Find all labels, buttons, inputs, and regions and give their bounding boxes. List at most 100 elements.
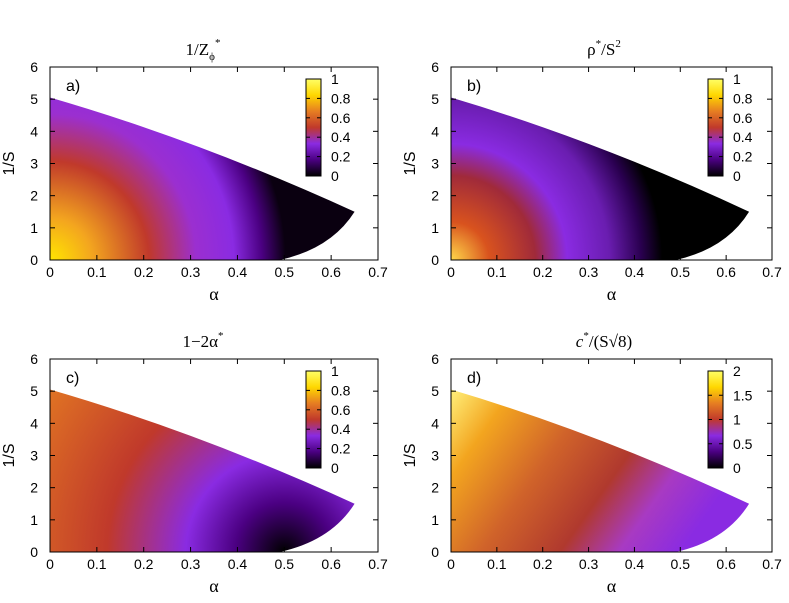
panel-a-y-tick-label: 5 <box>30 91 38 107</box>
panel-d-colorbar-tick-label: 1 <box>733 412 741 428</box>
panel-a-colorbar-tick-label: 0 <box>331 168 339 184</box>
panel-c-colorbar-tick-label: 0.8 <box>331 382 351 398</box>
panel-b-y-tick-label: 3 <box>431 156 439 172</box>
panel-c-x-tick-label: 0.1 <box>87 556 107 572</box>
panel-b-y-tick-label: 0 <box>431 252 439 268</box>
panel-d-y-tick-label: 5 <box>431 383 439 399</box>
panel-c-y-tick-label: 1 <box>30 512 38 528</box>
panel-d-x-tick-label: 0.3 <box>579 556 599 572</box>
panel-a-colorbar-tick-label: 0.2 <box>331 149 351 165</box>
panel-b-x-tick-label: 0.5 <box>671 264 691 280</box>
panel-c-x-tick-label: 0 <box>46 556 54 572</box>
panel-c-y-tick-label: 3 <box>30 448 38 464</box>
panel-a-y-tick-label: 4 <box>30 123 38 139</box>
panel-b-colorbar-tick-label: 1 <box>733 71 741 87</box>
panel-d-x-axis-label: α <box>607 576 617 596</box>
panel-c-heatmap-region <box>50 389 355 552</box>
panel-d-x-tick-label: 0.1 <box>487 556 507 572</box>
panel-a-y-tick-label: 3 <box>30 156 38 172</box>
panel-b-x-tick-label: 0.6 <box>716 264 736 280</box>
panel-a-y-tick-label: 1 <box>30 220 38 236</box>
panel-b-colorbar-tick-label: 0 <box>733 168 741 184</box>
panel-d-heatmap-region <box>451 389 750 552</box>
panel-a-colorbar-tick-label: 0.4 <box>331 129 351 145</box>
panel-a-colorbar-tick-label: 0.6 <box>331 110 351 126</box>
panel-b-colorbar-tick-label: 0.8 <box>733 90 753 106</box>
panel-c-y-tick-label: 6 <box>30 351 38 367</box>
panel-a-title: 1/Zϕ* <box>186 37 221 63</box>
panel-c-y-tick-label: 2 <box>30 480 38 496</box>
panel-a-y-axis-label: 1/S <box>1 151 18 175</box>
panel-d-x-tick-label: 0.2 <box>533 556 553 572</box>
panel-c-x-tick-label: 0.7 <box>368 556 388 572</box>
panel-a-y-tick-label: 2 <box>30 188 38 204</box>
panel-b-colorbar-tick-label: 0.4 <box>733 129 753 145</box>
panel-d-y-tick-label: 6 <box>431 351 439 367</box>
panel-d-colorbar-tick-label: 1.5 <box>733 387 753 403</box>
panel-a-x-tick-label: 0.3 <box>181 264 201 280</box>
panel-d-y-tick-label: 3 <box>431 448 439 464</box>
panel-a-colorbar-tick-label: 0.8 <box>331 90 351 106</box>
panel-b-colorbar-tick-label: 0.6 <box>733 110 753 126</box>
panel-c: 1−2α* <box>183 330 224 351</box>
panel-c-x-axis-label: α <box>209 576 219 596</box>
panel-d-y-axis-label: 1/S <box>402 443 419 467</box>
panel-d-x-tick-label: 0.5 <box>671 556 691 572</box>
panel-d-x-tick-label: 0.6 <box>716 556 736 572</box>
panel-b-y-tick-label: 5 <box>431 91 439 107</box>
panel-a-colorbar-tick-label: 1 <box>331 71 339 87</box>
panel-c-label: c) <box>66 370 79 387</box>
panel-d-y-tick-label: 0 <box>431 544 439 560</box>
panel-b-x-tick-label: 0.7 <box>762 264 782 280</box>
panel-a-x-tick-label: 0.4 <box>228 264 248 280</box>
panel-d-colorbar-tick-label: 2 <box>733 363 741 379</box>
panel-d-x-tick-label: 0.4 <box>625 556 645 572</box>
panel-c-colorbar-tick-label: 0 <box>331 460 339 476</box>
panel-a-x-tick-label: 0.5 <box>275 264 295 280</box>
panel-b-x-tick-label: 0 <box>447 264 455 280</box>
panel-c-x-tick-label: 0.4 <box>228 556 248 572</box>
panel-c-x-tick-label: 0.3 <box>181 556 201 572</box>
panel-b-x-axis-label: α <box>607 284 617 304</box>
panel-a-x-tick-label: 0.2 <box>134 264 154 280</box>
panel-a-x-axis-label: α <box>209 284 219 304</box>
panel-d-y-tick-label: 1 <box>431 512 439 528</box>
panel-b-x-tick-label: 0.2 <box>533 264 553 280</box>
panel-a-label: a) <box>66 78 80 95</box>
panel-a-y-tick-label: 6 <box>30 59 38 75</box>
panel-c-y-tick-label: 0 <box>30 544 38 560</box>
panel-b-y-tick-label: 6 <box>431 59 439 75</box>
panel-a-x-tick-label: 0.6 <box>321 264 341 280</box>
panel-b-y-tick-label: 2 <box>431 188 439 204</box>
panel-d-colorbar-tick-label: 0.5 <box>733 436 753 452</box>
panel-a: 1/Zϕ* <box>186 37 221 63</box>
panel-b-title: ρ*/S2 <box>587 38 621 59</box>
panel-b-heatmap-region <box>451 97 750 260</box>
panel-c-x-tick-label: 0.6 <box>321 556 341 572</box>
panel-a-colorbar <box>305 78 322 177</box>
panel-c-y-axis-label: 1/S <box>1 443 18 467</box>
panel-c-colorbar-tick-label: 1 <box>331 363 339 379</box>
panel-b-x-tick-label: 0.4 <box>625 264 645 280</box>
panel-d-x-tick-label: 0.7 <box>762 556 782 572</box>
panel-d-y-tick-label: 2 <box>431 480 439 496</box>
panel-b-colorbar-tick-label: 0.2 <box>733 149 753 165</box>
panel-c-colorbar-tick-label: 0.4 <box>331 421 351 437</box>
panel-a-x-tick-label: 0 <box>46 264 54 280</box>
panel-c-x-tick-label: 0.2 <box>134 556 154 572</box>
panel-d-title: c*/(S√8) <box>576 330 632 351</box>
panel-a-heatmap-region <box>50 97 355 260</box>
panel-b: ρ*/S2 <box>587 38 621 59</box>
panel-a-x-tick-label: 0.1 <box>87 264 107 280</box>
panel-b-x-tick-label: 0.1 <box>487 264 507 280</box>
panel-c-x-tick-label: 0.5 <box>275 556 295 572</box>
panel-b-y-tick-label: 1 <box>431 220 439 236</box>
panel-c-colorbar-tick-label: 0.6 <box>331 402 351 418</box>
panel-a-y-tick-label: 0 <box>30 252 38 268</box>
panel-b-x-tick-label: 0.3 <box>579 264 599 280</box>
panel-c-colorbar-tick-label: 0.2 <box>331 441 351 457</box>
panel-d: c*/(S√8) <box>576 330 632 351</box>
panel-b-y-tick-label: 4 <box>431 123 439 139</box>
panel-d-label: d) <box>467 370 481 387</box>
